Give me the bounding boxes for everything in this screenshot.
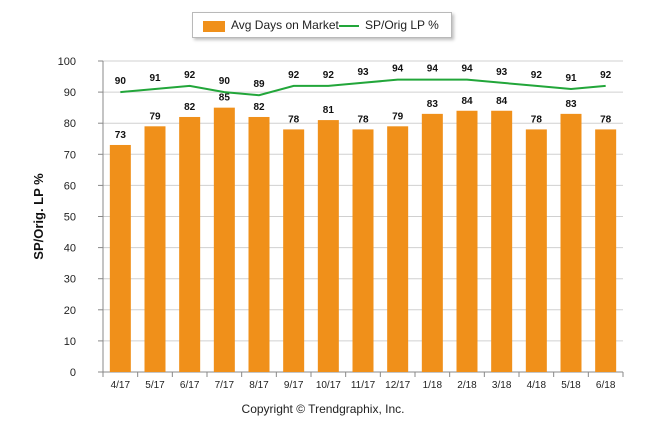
bar-value-label: 78 [531,114,543,125]
x-tick-label: 5/17 [145,380,165,391]
line-value-label: 93 [357,67,369,78]
x-tick-label: 2/18 [457,380,477,391]
y-tick-label: 20 [64,305,76,317]
bar [179,116,201,372]
y-tick-label: 0 [70,367,76,379]
copyright-text: Copyright © Trendgraphix, Inc. [241,402,405,416]
y-tick-label: 40 [64,243,76,255]
x-tick-label: 8/17 [249,380,269,391]
bar-value-label: 85 [219,93,231,104]
line-value-label: 91 [149,73,161,84]
x-tick-label: 6/18 [596,380,616,391]
bar [491,110,513,372]
bar-value-label: 84 [461,96,473,107]
bar [456,110,478,372]
bar [283,129,305,372]
line-value-label: 92 [531,70,543,81]
line-value-label: 92 [288,70,300,81]
bar-value-label: 73 [115,130,127,141]
bar [144,126,166,372]
legend: Avg Days on Market SP/Orig LP % [192,12,452,38]
line-value-label: 90 [115,76,127,87]
y-tick-label: 30 [64,274,76,286]
line-value-label: 91 [565,73,577,84]
bar-value-label: 82 [253,102,265,113]
bar [525,129,547,372]
y-tick-label: 90 [64,87,76,99]
bar-value-label: 81 [323,105,335,116]
bar-value-label: 78 [600,114,612,125]
line-series-sp-orig-lp [120,78,606,97]
x-tick-label: 4/17 [111,380,131,391]
y-tick-label: 50 [64,212,76,224]
x-tick-label: 4/18 [527,380,547,391]
bar [387,126,409,372]
bar [248,116,270,372]
y-axis-label: SP/Orig. LP % [31,173,46,260]
bar [560,113,582,373]
bar-value-label: 83 [565,99,577,110]
bar [352,129,374,372]
line-value-label: 89 [253,79,265,90]
bar [421,113,443,373]
x-tick-label: 3/18 [492,380,512,391]
legend-swatch-days-on-market [203,21,225,32]
line-value-label: 94 [427,64,439,75]
y-tick-label: 60 [64,180,76,192]
line-value-label: 90 [219,76,231,87]
bar [109,144,131,372]
legend-swatch-sp-orig-lp [339,25,359,27]
x-tick-label: 6/17 [180,380,200,391]
line-value-label: 93 [496,67,508,78]
bar-value-label: 79 [392,111,404,122]
legend-label-sp-orig-lp: SP/Orig LP % [365,18,439,32]
line-value-label: 94 [392,64,404,75]
y-tick-label: 10 [64,336,76,348]
x-tick-label: 7/17 [215,380,235,391]
bar-value-label: 78 [357,114,369,125]
x-tick-label: 1/18 [423,380,443,391]
line-value-label: 92 [184,70,196,81]
x-tick-label: 11/17 [351,380,376,391]
y-tick-label: 70 [64,149,76,161]
bar-value-label: 83 [427,99,439,110]
legend-label-days-on-market: Avg Days on Market [231,18,339,32]
x-tick-label: 12/17 [385,380,410,391]
line-value-label: 92 [323,70,335,81]
bar-value-label: 79 [149,111,161,122]
line-value-label: 94 [461,64,473,75]
bar [317,120,339,372]
bar-value-label: 78 [288,114,300,125]
bar [595,129,617,372]
x-tick-label: 10/17 [316,380,341,391]
bar-value-label: 84 [496,96,508,107]
y-tick-label: 100 [58,56,76,68]
y-tick-label: 80 [64,118,76,130]
x-tick-label: 9/17 [284,380,304,391]
line-value-label: 92 [600,70,612,81]
bar-value-label: 82 [184,102,196,113]
x-tick-label: 5/18 [561,380,581,391]
bar [213,107,235,373]
